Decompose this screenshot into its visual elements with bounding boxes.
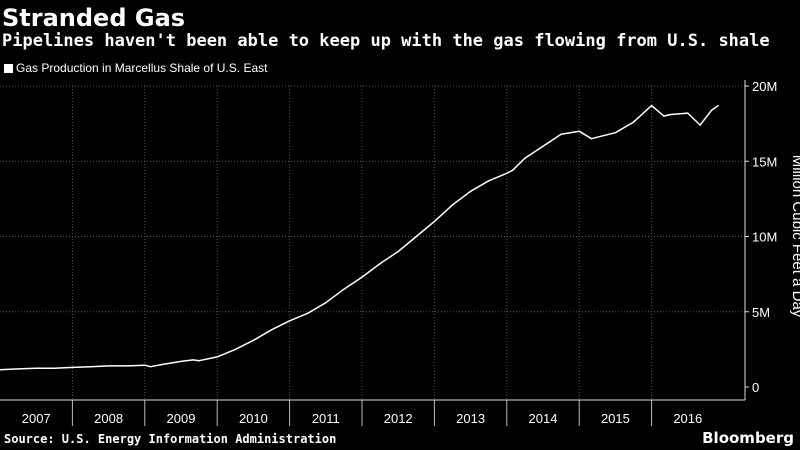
gridlines [0, 85, 745, 400]
data-point [511, 169, 514, 171]
x-tick-label: 2012 [384, 411, 413, 426]
data-point [717, 104, 719, 107]
data-point [506, 172, 508, 174]
data-point [542, 145, 544, 147]
data-point [17, 368, 19, 370]
data-point [578, 130, 580, 132]
legend: Gas Production in Marcellus Shale of U.S… [4, 60, 267, 76]
y-axis-title: Million Cubic Feet a Day [789, 155, 800, 318]
data-point [379, 262, 381, 265]
data-point [0, 369, 1, 371]
data-point [632, 121, 635, 123]
data-point [108, 365, 110, 367]
x-tick-label: 2007 [22, 411, 51, 426]
data-point [711, 109, 713, 111]
source-note: Source: U.S. Energy Information Administ… [4, 432, 337, 446]
data-point [687, 112, 689, 114]
data-point [126, 365, 128, 367]
axes [0, 80, 749, 426]
legend-label: Gas Production in Marcellus Shale of U.S… [16, 61, 268, 75]
x-tick-label: 2015 [601, 411, 630, 426]
y-tick-label: 20M [752, 79, 777, 94]
data-point [669, 113, 671, 116]
data-point [663, 115, 665, 117]
data-point [216, 356, 218, 358]
chart-subtitle: Pipelines haven't been able to keep up w… [2, 31, 770, 51]
data-point [614, 132, 617, 134]
data-point [144, 364, 146, 366]
x-tick-label: 2010 [239, 411, 268, 426]
data-point [307, 312, 309, 314]
y-tick-label: 0 [752, 380, 759, 395]
x-tick-label: 2011 [312, 411, 340, 426]
y-tick-label: 15M [752, 154, 777, 169]
data-point [71, 366, 73, 369]
data-point [415, 235, 417, 238]
data-point [361, 276, 363, 278]
brand-logo: Bloomberg [702, 429, 794, 447]
data-point [89, 366, 92, 368]
data-point [488, 180, 490, 182]
data-point [198, 360, 200, 362]
data-point [590, 138, 593, 140]
tick-labels: 0 5M 10M 15M 20M 2007 2008 2009 2010 2011 2012 2013… [22, 79, 800, 426]
data-point [524, 157, 526, 159]
data-point [699, 124, 701, 126]
data-point [433, 220, 435, 223]
data-point [343, 288, 345, 290]
y-tick-label: 10M [752, 230, 777, 245]
data-point [252, 339, 254, 341]
data-point [470, 190, 472, 192]
chart-title: Stranded Gas [2, 4, 186, 32]
y-tick-label: 5M [752, 305, 770, 320]
data-point [162, 363, 164, 366]
data-point [35, 367, 37, 369]
x-tick-label: 2013 [456, 411, 485, 426]
data-point [451, 204, 454, 206]
data-point [192, 359, 194, 361]
data-point [149, 366, 152, 368]
x-tick-label: 2009 [167, 411, 196, 426]
data-point [560, 133, 562, 135]
data-point [180, 360, 182, 363]
data-point [289, 320, 291, 322]
legend-swatch [4, 63, 13, 73]
series-layer [0, 104, 719, 371]
data-point [651, 104, 653, 107]
data-point [270, 329, 273, 331]
series-line-marcellus [0, 104, 719, 371]
data-point [53, 367, 55, 369]
data-point [325, 302, 327, 304]
x-tick-label: 2014 [529, 411, 558, 426]
x-tick-label: 2016 [673, 411, 702, 426]
data-point [397, 250, 399, 253]
x-tick-label: 2008 [94, 411, 123, 426]
data-point [596, 136, 598, 138]
data-point [234, 348, 236, 350]
